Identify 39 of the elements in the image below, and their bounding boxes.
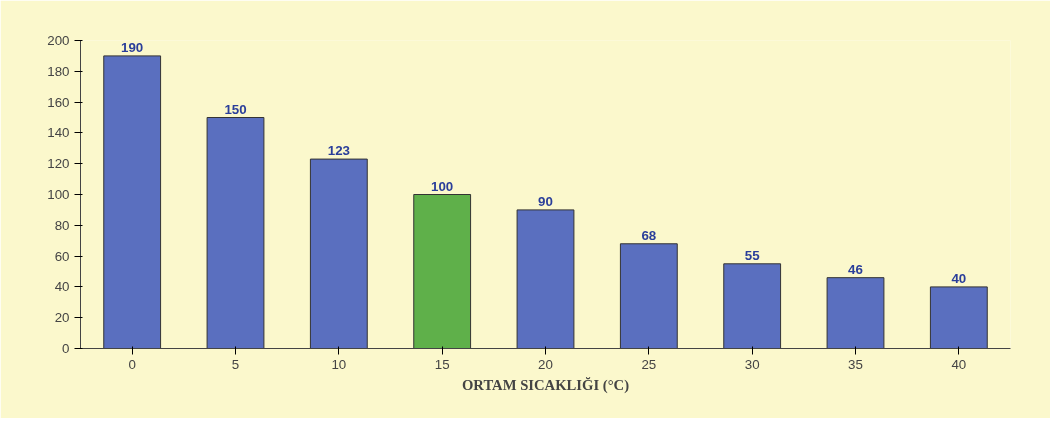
bar bbox=[826, 277, 885, 349]
bar bbox=[413, 194, 472, 349]
data-label: 40 bbox=[951, 270, 967, 286]
data-label: 55 bbox=[744, 247, 761, 263]
y-tick-label: 20 bbox=[54, 310, 70, 326]
data-label: 68 bbox=[641, 227, 657, 243]
x-tick-label: 40 bbox=[951, 356, 967, 372]
data-label: 150 bbox=[224, 101, 247, 117]
y-tick-label: 180 bbox=[47, 63, 70, 79]
x-tick-label: 10 bbox=[331, 356, 347, 372]
bar bbox=[309, 158, 368, 349]
bar bbox=[206, 117, 265, 349]
x-axis-title: ORTAM SICAKLIĞI (°C) bbox=[461, 376, 630, 394]
x-tick-label: 35 bbox=[848, 356, 863, 372]
bar bbox=[103, 55, 162, 349]
data-label: 90 bbox=[538, 193, 553, 209]
y-tick-label: 120 bbox=[47, 156, 70, 172]
y-tick-label: 100 bbox=[47, 187, 70, 202]
x-tick-label: 20 bbox=[538, 356, 553, 372]
x-tick-label: 5 bbox=[231, 356, 240, 372]
y-tick-label: 0 bbox=[62, 341, 70, 356]
data-label: 190 bbox=[121, 39, 144, 55]
y-tick-label: 200 bbox=[47, 33, 70, 48]
y-tick-label: 160 bbox=[47, 94, 70, 110]
bar bbox=[516, 209, 575, 349]
data-label: 46 bbox=[848, 261, 863, 277]
x-tick-label: 25 bbox=[641, 356, 657, 372]
bar bbox=[723, 263, 782, 349]
x-tick-label: 15 bbox=[434, 356, 450, 372]
y-tick-label: 80 bbox=[54, 217, 70, 233]
x-tick-label: 30 bbox=[744, 356, 760, 372]
y-tick-label: 140 bbox=[47, 125, 70, 141]
bar bbox=[929, 286, 988, 349]
bar bbox=[619, 243, 678, 349]
data-label: 100 bbox=[431, 178, 454, 194]
x-tick-label: 0 bbox=[128, 356, 136, 372]
data-label: 123 bbox=[327, 143, 350, 159]
y-tick-label: 40 bbox=[54, 279, 70, 295]
y-tick-label: 60 bbox=[54, 248, 70, 264]
